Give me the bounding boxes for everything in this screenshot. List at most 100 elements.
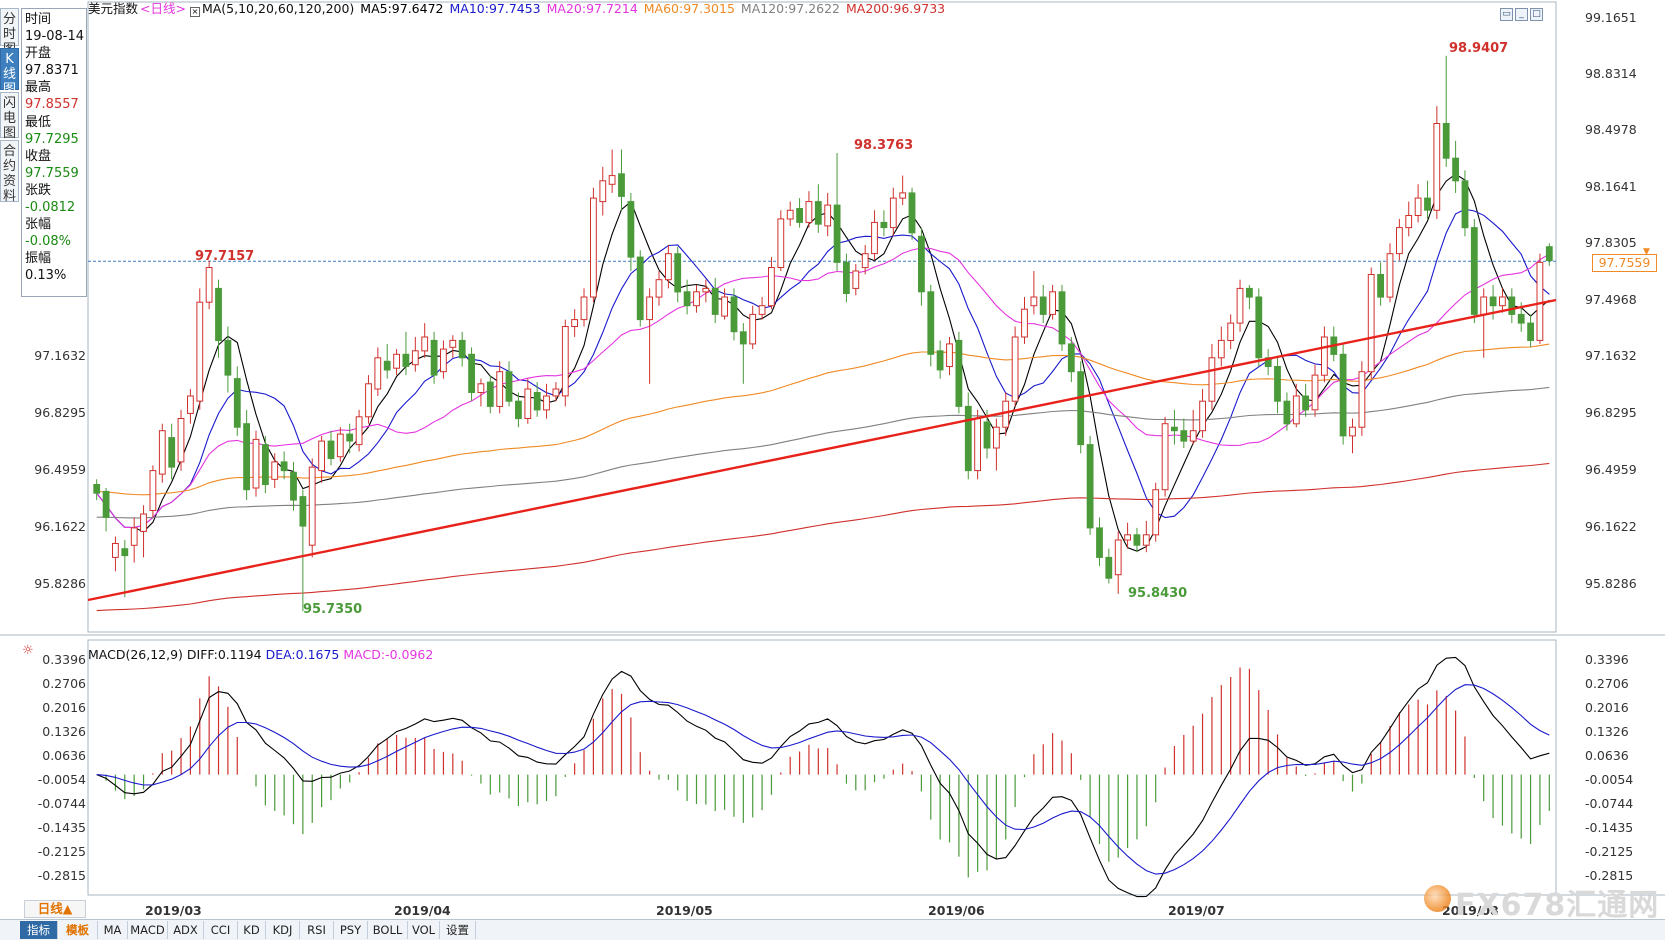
macd-tick-left: 0.1326 xyxy=(42,724,86,739)
candle-down xyxy=(402,353,410,367)
chart-frame xyxy=(0,1,1665,896)
open-value: 97.8371 xyxy=(25,63,79,79)
candle-down xyxy=(627,201,635,258)
candle-up xyxy=(1208,357,1216,402)
candle-down xyxy=(711,287,719,315)
tab-psy[interactable]: PSY xyxy=(334,921,368,939)
candle-up xyxy=(824,204,832,227)
price-tick: 98.1641 xyxy=(1585,179,1637,194)
candle-down xyxy=(1180,430,1188,442)
candle-up xyxy=(1227,322,1235,342)
candle-up xyxy=(1152,489,1160,536)
tab-indicators[interactable]: 指标 xyxy=(20,921,58,939)
candle-down xyxy=(1058,291,1066,345)
maximize-icon[interactable]: □ xyxy=(1530,8,1543,21)
price-tick: 97.4968 xyxy=(1585,292,1637,307)
tab-timeshare[interactable]: 分时图 xyxy=(0,8,19,57)
candle-down xyxy=(290,471,297,501)
candle-up xyxy=(590,197,597,298)
macd-value: MACD:-0.0962 xyxy=(343,647,434,662)
support-trendline xyxy=(87,298,1557,602)
candle-up xyxy=(1536,261,1544,341)
macd-tick: -0.2125 xyxy=(1585,844,1634,859)
macd-tick-left: 0.2706 xyxy=(42,676,86,691)
high-label: 最高 xyxy=(25,80,52,96)
macd-tick-left: -0.2125 xyxy=(37,844,86,859)
candle-down xyxy=(224,339,232,376)
price-tick-left: 95.8286 xyxy=(34,576,86,591)
candle-down xyxy=(505,371,513,402)
tab-adx[interactable]: ADX xyxy=(168,921,204,939)
candle-up xyxy=(149,470,157,512)
tab-vol[interactable]: VOL xyxy=(408,921,440,939)
candle-up xyxy=(1021,308,1028,338)
indicator-settings-icon[interactable]: ☼ xyxy=(22,643,34,658)
price-tick: 98.4978 xyxy=(1585,122,1637,137)
candle-down xyxy=(233,378,241,428)
candle-up xyxy=(187,395,194,414)
price-tick: 98.8314 xyxy=(1585,66,1637,81)
candle-up xyxy=(1049,291,1056,315)
candle-down xyxy=(1545,246,1553,262)
tab-rsi[interactable]: RSI xyxy=(300,921,334,939)
candle-down xyxy=(1461,180,1469,229)
low-value: 97.7295 xyxy=(25,131,79,147)
ma200-value: MA200:96.9733 xyxy=(846,1,946,16)
candle-down xyxy=(299,496,307,527)
macd-params: MACD(26,12,9) xyxy=(88,647,183,662)
candle-down xyxy=(243,423,250,491)
quote-info-panel: 时间 19-08-14 开盘 97.8371 最高 97.8557 最低 97.… xyxy=(21,8,87,297)
tab-cci[interactable]: CCI xyxy=(204,921,238,939)
period-label[interactable]: <日线> xyxy=(140,1,186,16)
tab-boll[interactable]: BOLL xyxy=(368,921,408,939)
candle-down xyxy=(936,350,944,371)
minimize-icon[interactable]: _ xyxy=(1515,8,1528,21)
period-selector[interactable]: 日线▲ xyxy=(24,900,86,918)
tab-macd[interactable]: MACD xyxy=(128,921,168,939)
tab-kd[interactable]: KD xyxy=(238,921,266,939)
tab-settings[interactable]: 设置 xyxy=(440,921,476,939)
candle-up xyxy=(768,267,775,307)
candle-up xyxy=(196,301,204,402)
candle-down xyxy=(739,331,747,345)
tab-kdj[interactable]: KDJ xyxy=(266,921,300,939)
candle-up xyxy=(130,527,138,546)
macd-tick-left: 0.3396 xyxy=(42,652,86,667)
candle-up xyxy=(561,326,569,397)
tab-flash-chart[interactable]: 闪电图 xyxy=(0,92,19,141)
annotation-high-apr: 97.7157 xyxy=(195,249,255,264)
tab-templates[interactable]: 模板 xyxy=(58,921,98,939)
time-label: 时间 xyxy=(25,12,52,27)
candle-up xyxy=(721,296,729,317)
candle-down xyxy=(908,192,916,234)
candle-down xyxy=(1339,353,1347,437)
candle-up xyxy=(543,395,550,411)
ma-params: MA(5,10,20,60,120,200) xyxy=(201,1,355,16)
candle-down xyxy=(1246,287,1253,298)
candle-down xyxy=(515,400,522,420)
tab-contract-info[interactable]: 合约资料 xyxy=(0,140,19,204)
candle-up xyxy=(993,426,1000,449)
candle-down xyxy=(1255,296,1263,359)
candle-up xyxy=(496,371,504,407)
change-pct-value: -0.08% xyxy=(25,234,71,250)
candle-up xyxy=(693,291,700,307)
restore-icon[interactable]: ▭ xyxy=(1500,8,1513,21)
candle-up xyxy=(599,180,607,203)
price-tick: 95.8286 xyxy=(1585,576,1637,591)
candle-up xyxy=(1011,336,1019,402)
date-label: 2019/05 xyxy=(656,903,713,918)
high-value: 97.8557 xyxy=(25,97,79,113)
candle-down xyxy=(964,405,972,472)
candle-up xyxy=(1189,430,1197,442)
macd-tick-left: 0.2016 xyxy=(42,700,86,715)
ma-settings-icon[interactable]: × xyxy=(189,7,200,17)
candle-down xyxy=(280,461,288,472)
tab-ma[interactable]: MA xyxy=(98,921,128,939)
candle-down xyxy=(1086,444,1094,529)
price-tick: 96.4959 xyxy=(1585,462,1637,477)
candle-up xyxy=(552,388,560,397)
candle-up xyxy=(140,513,147,532)
